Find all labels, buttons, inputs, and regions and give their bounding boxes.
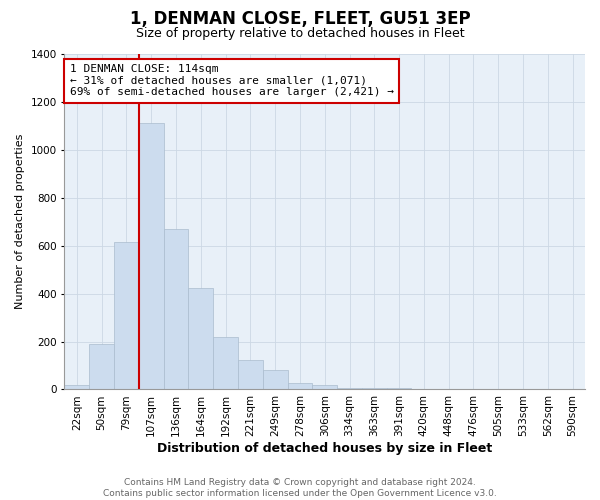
Bar (313, 385, 337, 390)
Bar (64, 385, 89, 390)
Bar (263, 370, 287, 390)
Bar (139, 124, 164, 390)
Y-axis label: Number of detached properties: Number of detached properties (15, 134, 25, 310)
Bar (89, 344, 114, 390)
Bar (287, 382, 313, 390)
Bar (386, 388, 412, 390)
Bar (114, 242, 139, 390)
Text: 1 DENMAN CLOSE: 114sqm
← 31% of detached houses are smaller (1,071)
69% of semi-: 1 DENMAN CLOSE: 114sqm ← 31% of detached… (70, 64, 394, 98)
X-axis label: Distribution of detached houses by size in Fleet: Distribution of detached houses by size … (157, 442, 493, 455)
Bar (213, 336, 238, 390)
Bar (188, 288, 213, 390)
Bar (238, 360, 263, 390)
Text: Size of property relative to detached houses in Fleet: Size of property relative to detached ho… (136, 28, 464, 40)
Bar (362, 388, 386, 390)
Bar (164, 229, 188, 390)
Text: 1, DENMAN CLOSE, FLEET, GU51 3EP: 1, DENMAN CLOSE, FLEET, GU51 3EP (130, 10, 470, 28)
Bar (337, 388, 362, 390)
Text: Contains HM Land Registry data © Crown copyright and database right 2024.
Contai: Contains HM Land Registry data © Crown c… (103, 478, 497, 498)
